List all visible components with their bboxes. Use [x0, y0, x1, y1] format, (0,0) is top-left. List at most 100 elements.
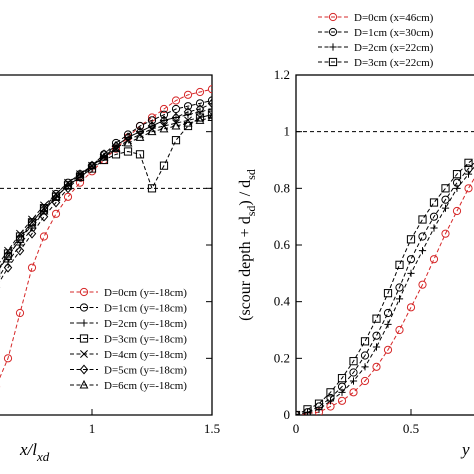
left-data-point [87, 160, 97, 170]
right-data-point [406, 235, 416, 244]
right-data-point [349, 357, 358, 366]
right-data-point [452, 206, 462, 216]
right-series-group [296, 158, 474, 415]
left-legend-label: D=4cm (y=-18cm) [104, 349, 187, 361]
right-data-point [395, 283, 404, 292]
right-series-line [296, 166, 474, 415]
left-data-point [207, 96, 212, 105]
left-data-point [51, 209, 61, 218]
right-legend-label: D=3cm (x=22cm) [354, 57, 434, 69]
left-data-point [3, 354, 13, 363]
left-series-d-4cm-y-18cm [0, 110, 212, 263]
left-data-point [52, 190, 60, 198]
right-data-point [429, 255, 439, 264]
left-data-point [135, 132, 145, 141]
left-legend-marker [79, 303, 89, 312]
right-data-point [372, 343, 381, 351]
left-data-point [123, 137, 133, 147]
left-data-point [15, 308, 25, 318]
left-legend-item: D=5cm (y=-18cm) [70, 365, 187, 377]
right-data-point [372, 331, 381, 340]
left-legend-marker [80, 350, 88, 358]
left-data-point [51, 191, 61, 201]
right-data-point [418, 247, 427, 255]
left-legend-item: D=2cm (y=-18cm) [70, 318, 187, 330]
left-series-group [0, 85, 212, 388]
left-data-point [171, 136, 181, 145]
right-data-point [361, 363, 369, 371]
left-x-tick-label: 1.5 [204, 421, 220, 436]
right-data-point [429, 212, 439, 221]
right-y-tick-label: 0.4 [274, 294, 291, 309]
right-data-point [418, 215, 427, 224]
left-data-point [64, 178, 72, 187]
left-data-point [15, 245, 25, 256]
right-data-point [418, 280, 427, 289]
left-data-point [171, 120, 181, 130]
left-x-axis-label: x/lxd [19, 440, 50, 464]
right-data-point [360, 337, 370, 346]
right-data-point [360, 376, 370, 386]
left-data-point [124, 136, 132, 145]
right-data-point [303, 405, 312, 414]
left-legend-item: D=4cm (y=-18cm) [70, 349, 187, 361]
left-data-point [3, 262, 13, 273]
left-data-point [195, 99, 205, 108]
right-legend-marker [328, 12, 338, 22]
left-data-point [4, 246, 12, 255]
left-ticks: 1 1.5 [89, 131, 220, 436]
right-data-point [418, 232, 427, 241]
left-data-point [159, 104, 169, 114]
right-y-tick-label: 0.8 [274, 180, 290, 195]
right-y-axis-label-sub: sd [244, 206, 258, 217]
left-x-tick-label: 1 [89, 421, 96, 436]
left-data-point [112, 144, 120, 153]
left-data-point [195, 87, 205, 97]
left-data-point [135, 150, 145, 159]
left-data-point [75, 169, 85, 178]
left-data-point [3, 251, 13, 260]
left-legend-marker [79, 334, 89, 343]
right-data-point [383, 289, 393, 298]
right-data-point [296, 410, 301, 415]
left-data-point [207, 85, 212, 94]
left-legend-item: D=6cm (y=-18cm) [70, 379, 187, 392]
right-legend-item: D=1cm (x=30cm) [318, 27, 434, 39]
right-data-point [453, 184, 461, 192]
left-legend-marker [79, 379, 89, 389]
right-data-point [349, 388, 358, 397]
right-data-point [383, 308, 393, 318]
left-data-point [63, 180, 73, 189]
right-legend: D=0cm (x=46cm) D=1cm (x=30cm) D=2cm (x=22c… [318, 12, 434, 69]
right-data-point [395, 325, 404, 335]
left-legend-label: D=3cm (y=-18cm) [104, 334, 187, 346]
right-legend-marker [328, 27, 338, 37]
right-data-point [372, 314, 381, 323]
left-data-point [51, 197, 61, 208]
right-data-point [384, 320, 392, 328]
right-data-point [441, 184, 450, 193]
left-data-point [171, 96, 181, 105]
left-legend: D=0cm (y=-18cm) D=1cm (y=-18cm) D=2cm (y=-… [70, 287, 187, 392]
left-data-point [27, 263, 37, 272]
right-y-tick-label: 0.6 [274, 237, 291, 252]
right-y-tick-label: 0.2 [274, 350, 290, 365]
left-data-point [147, 121, 157, 131]
right-data-point [429, 198, 439, 207]
left-data-point [87, 160, 97, 171]
left-data-point [208, 105, 212, 113]
right-y-tick-label: 1 [284, 124, 291, 139]
right-ticks: 0 0.5 0 0.2 0.4 0.6 0.8 1 1.2 [274, 67, 419, 436]
right-data-point [430, 224, 438, 232]
left-chart: 1 1.5 x/lxd D=0cm (y=-18cm)D=1cm (y=-18cm… [0, 74, 220, 464]
left-legend-label: D=2cm (y=-18cm) [104, 318, 187, 330]
right-legend-label: D=0cm (x=46cm) [354, 12, 434, 24]
left-data-point [63, 192, 73, 201]
left-series-d-6cm-y-18cm [0, 112, 212, 277]
left-data-point [39, 211, 49, 222]
right-y-tick-label: 1.2 [274, 67, 290, 82]
left-legend-marker [79, 364, 89, 375]
left-data-point [111, 143, 121, 153]
right-legend-item: D=3cm (x=22cm) [318, 57, 434, 69]
